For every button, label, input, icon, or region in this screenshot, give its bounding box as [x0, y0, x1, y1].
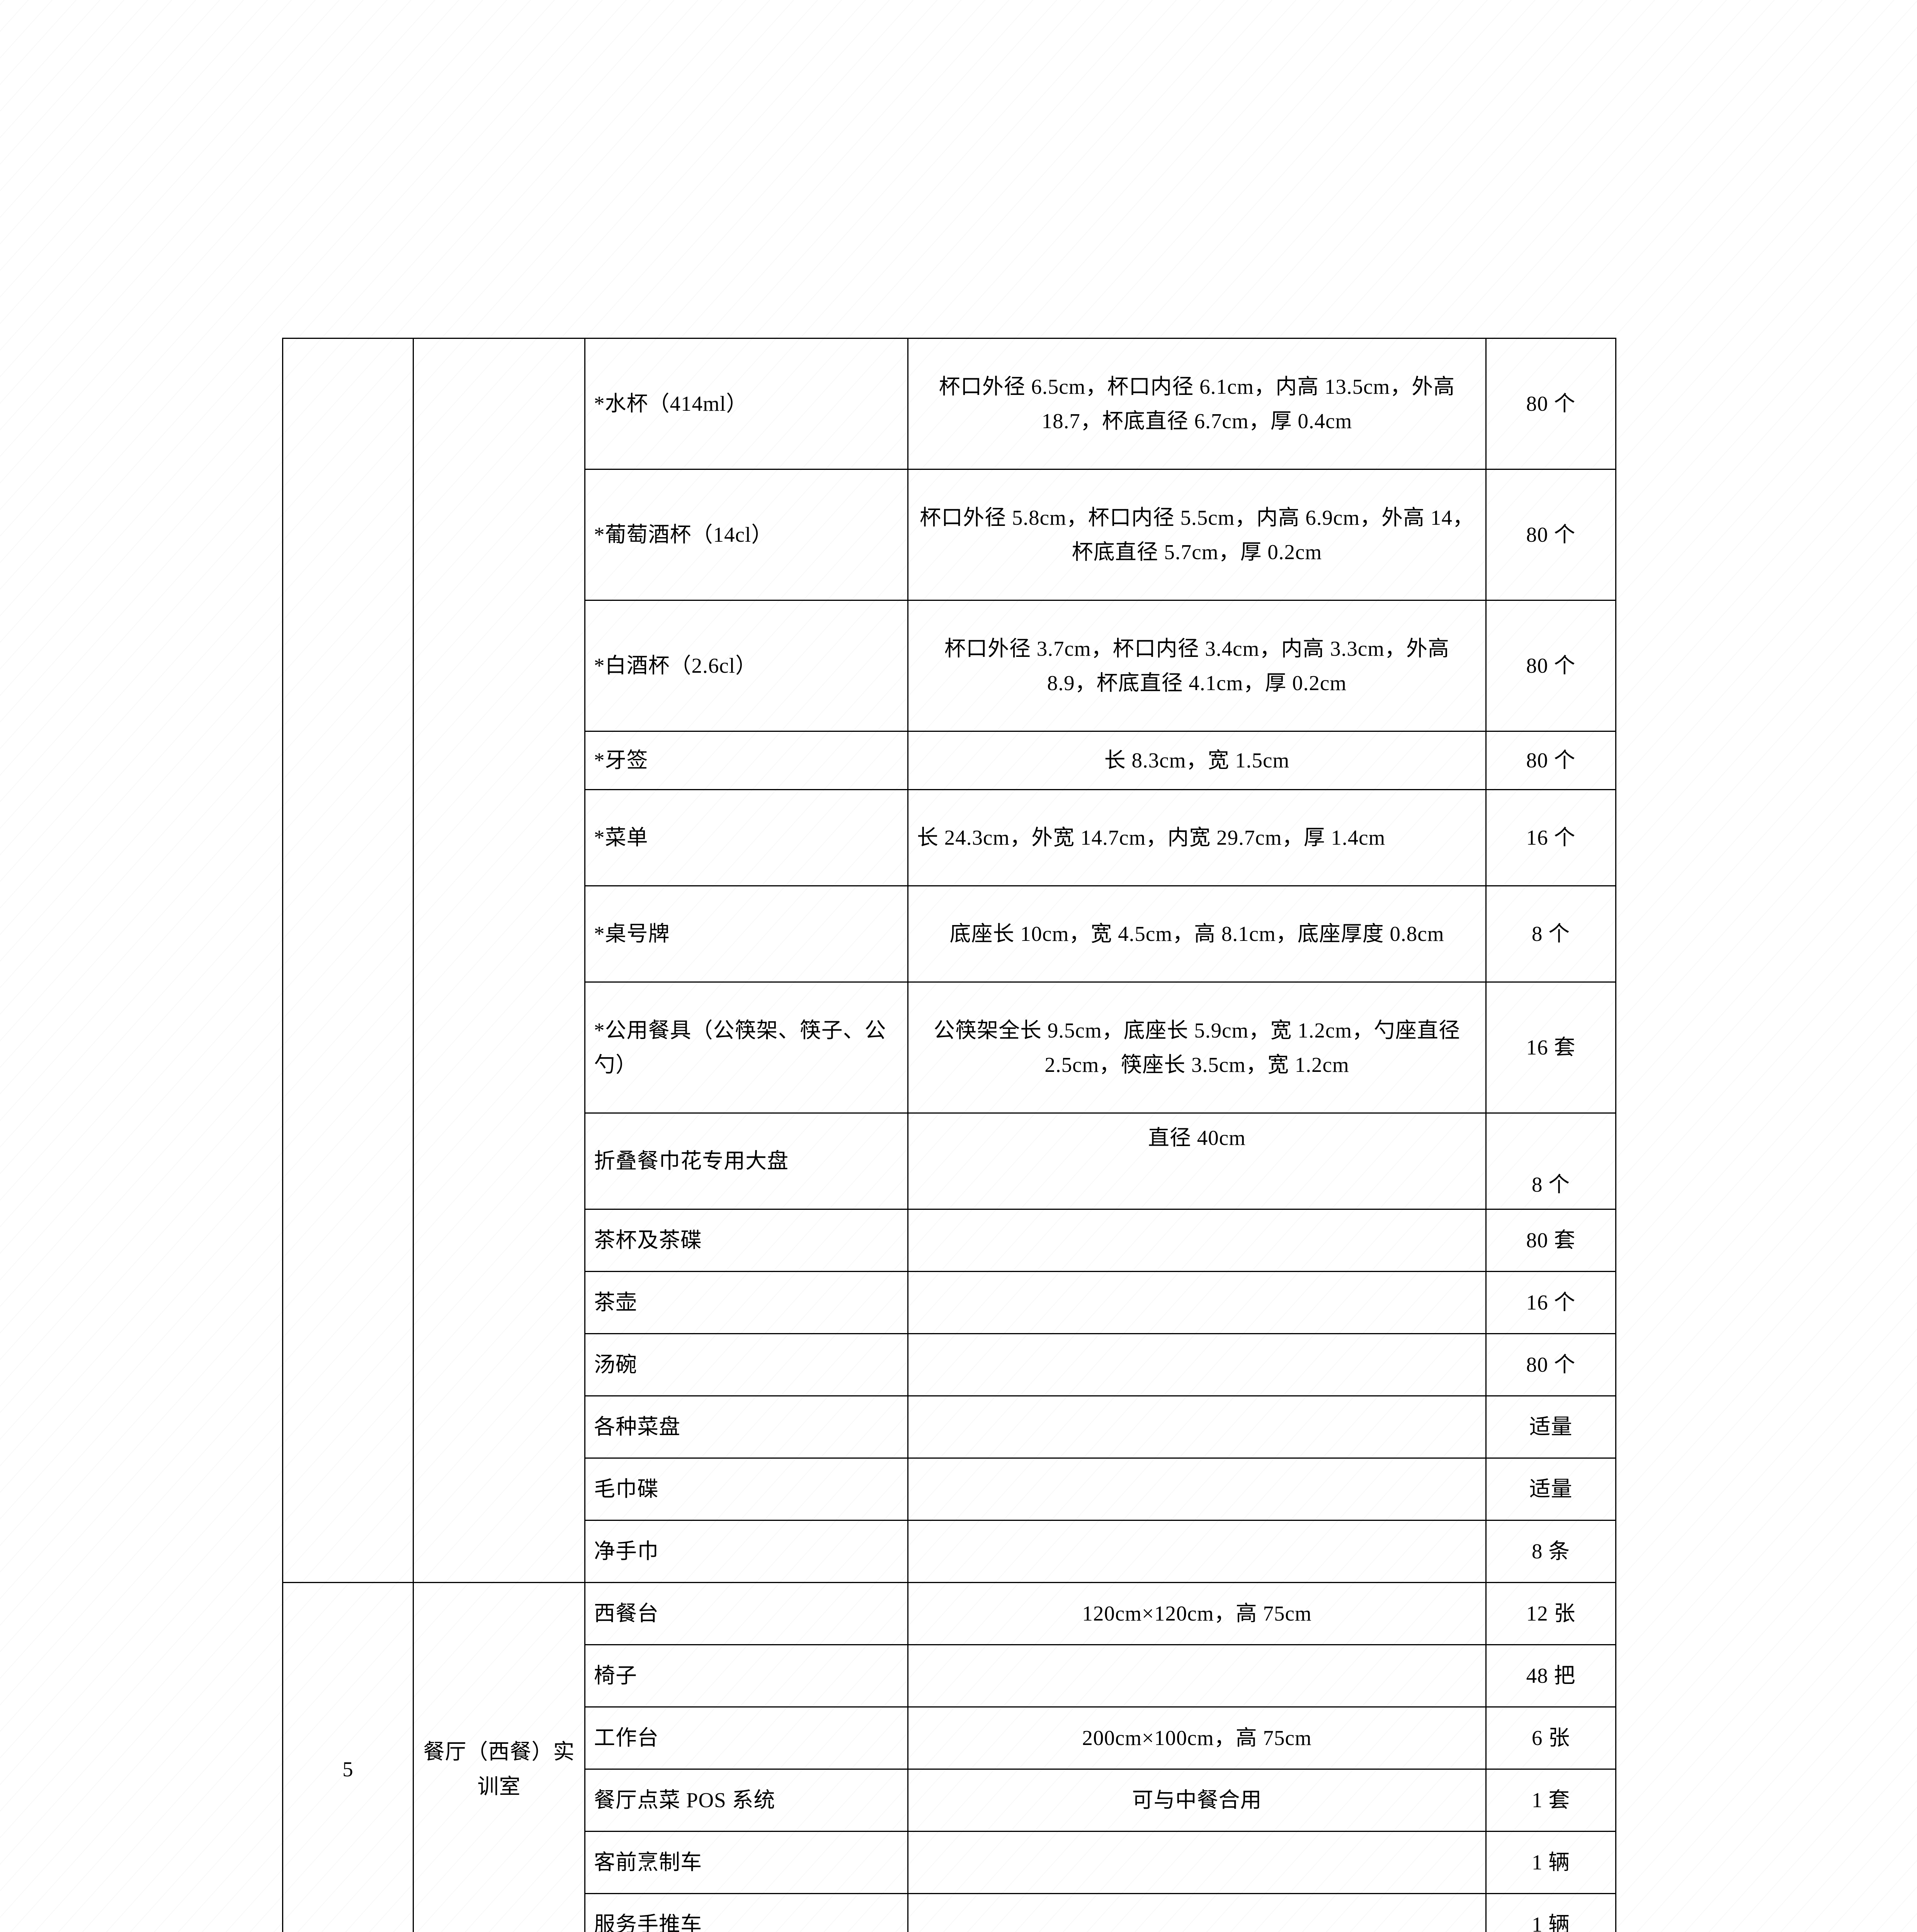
item-name-cell: 工作台 [584, 1706, 908, 1770]
table-row: 各种菜盘 适量 [283, 1395, 1616, 1459]
item-name-cell: 西餐台 [584, 1582, 908, 1645]
item-qty-cell: 8 个 [1485, 1112, 1616, 1210]
item-qty-cell: 6 张 [1485, 1706, 1616, 1770]
item-spec-cell: 120cm×120cm，高 75cm [907, 1582, 1487, 1645]
table-row: *水杯（414ml） 杯口外径 6.5cm，杯口内径 6.1cm，内高 13.5… [282, 338, 1616, 1583]
table-row: 折叠餐巾花专用大盘 直径 40cm 8 个 [283, 1112, 1616, 1210]
item-qty-cell: 适量 [1485, 1395, 1616, 1459]
item-name-cell: *公用餐具（公筷架、筷子、公勺） [584, 981, 908, 1114]
item-name-cell: 客前烹制车 [584, 1831, 908, 1894]
item-qty-cell: 80 套 [1485, 1209, 1616, 1272]
table-row: 汤碗 80 个 [283, 1333, 1616, 1396]
item-spec-cell [907, 1271, 1487, 1334]
equipment-spec-table: *水杯（414ml） 杯口外径 6.5cm，杯口内径 6.1cm，内高 13.5… [282, 338, 1616, 1932]
item-spec-cell [907, 1520, 1487, 1583]
table-row: *葡萄酒杯（14cl） 杯口外径 5.8cm，杯口内径 5.5cm，内高 6.9… [283, 469, 1616, 601]
item-name-cell: *葡萄酒杯（14cl） [584, 469, 908, 601]
equipment-spec-table-wrapper: *水杯（414ml） 杯口外径 6.5cm，杯口内径 6.1cm，内高 13.5… [282, 338, 1616, 1932]
group-room-cell: 餐厅（西餐）实训室 [413, 1582, 585, 1932]
table-row: *白酒杯（2.6cl） 杯口外径 3.7cm，杯口内径 3.4cm，内高 3.3… [283, 600, 1616, 732]
item-qty-cell: 80 个 [1485, 1333, 1616, 1396]
item-name-cell: *桌号牌 [584, 885, 908, 983]
table-row: 服务手推车 1 辆 [283, 1893, 1616, 1932]
item-spec-cell [907, 1395, 1487, 1459]
item-name-cell: *水杯（414ml） [584, 338, 908, 470]
item-qty-cell: 1 套 [1485, 1769, 1616, 1832]
item-qty-cell: 16 个 [1485, 1271, 1616, 1334]
table-row: 茶壶 16 个 [283, 1271, 1616, 1334]
group-number-cell-continued [282, 338, 414, 1583]
item-spec-cell [907, 1644, 1487, 1708]
item-name-cell: 服务手推车 [584, 1893, 908, 1932]
table-row: 茶杯及茶碟 80 套 [283, 1209, 1616, 1272]
table-row: 客前烹制车 1 辆 [283, 1831, 1616, 1894]
item-spec-cell: 公筷架全长 9.5cm，底座长 5.9cm，宽 1.2cm，勺座直径 2.5cm… [907, 981, 1487, 1114]
item-name-cell: *白酒杯（2.6cl） [584, 600, 908, 732]
item-qty-cell: 8 个 [1485, 885, 1616, 983]
item-spec-cell: 直径 40cm [907, 1112, 1487, 1210]
item-name-cell: 各种菜盘 [584, 1395, 908, 1459]
item-spec-cell [907, 1209, 1487, 1272]
item-name-cell: 毛巾碟 [584, 1458, 908, 1521]
item-name-cell: 折叠餐巾花专用大盘 [584, 1112, 908, 1210]
table-row: 净手巾 8 条 [283, 1520, 1616, 1583]
item-spec-cell [907, 1893, 1487, 1932]
item-spec-cell: 长 8.3cm，宽 1.5cm [907, 731, 1487, 790]
table-body: *水杯（414ml） 杯口外径 6.5cm，杯口内径 6.1cm，内高 13.5… [282, 338, 1616, 1932]
item-qty-cell: 12 张 [1485, 1582, 1616, 1645]
table-row: *牙签 长 8.3cm，宽 1.5cm 80 个 [283, 731, 1616, 790]
item-spec-cell [907, 1333, 1487, 1396]
item-name-cell: 净手巾 [584, 1520, 908, 1583]
item-qty-cell: 80 个 [1485, 731, 1616, 790]
item-qty-cell: 16 套 [1485, 981, 1616, 1114]
item-name-cell: 茶壶 [584, 1271, 908, 1334]
item-qty-cell: 48 把 [1485, 1644, 1616, 1708]
item-spec-cell: 杯口外径 5.8cm，杯口内径 5.5cm，内高 6.9cm，外高 14，杯底直… [907, 469, 1487, 601]
item-name-cell: *牙签 [584, 731, 908, 790]
item-name-cell: 茶杯及茶碟 [584, 1209, 908, 1272]
item-spec-cell [907, 1831, 1487, 1894]
item-qty-cell: 8 条 [1485, 1520, 1616, 1583]
item-spec-cell: 杯口外径 3.7cm，杯口内径 3.4cm，内高 3.3cm，外高 8.9，杯底… [907, 600, 1487, 732]
item-qty-cell: 1 辆 [1485, 1893, 1616, 1932]
table-row: 毛巾碟 适量 [283, 1458, 1616, 1521]
item-name-cell: 餐厅点菜 POS 系统 [584, 1769, 908, 1832]
table-row: 餐厅点菜 POS 系统 可与中餐合用 1 套 [283, 1769, 1616, 1832]
group-room-cell-continued [413, 338, 585, 1583]
table-row: 5 餐厅（西餐）实训室 西餐台 120cm×120cm，高 75cm 12 张 [282, 1582, 1616, 1932]
item-spec-cell: 可与中餐合用 [907, 1769, 1487, 1832]
item-spec-cell: 长 24.3cm，外宽 14.7cm，内宽 29.7cm，厚 1.4cm [907, 789, 1487, 886]
item-name-cell: 椅子 [584, 1644, 908, 1708]
item-spec-cell: 200cm×100cm，高 75cm [907, 1706, 1487, 1770]
item-qty-cell: 16 个 [1485, 789, 1616, 886]
table-row: *公用餐具（公筷架、筷子、公勺） 公筷架全长 9.5cm，底座长 5.9cm，宽… [283, 981, 1616, 1114]
item-qty-cell: 适量 [1485, 1458, 1616, 1521]
table-row: 椅子 48 把 [283, 1644, 1616, 1708]
item-qty-cell: 80 个 [1485, 600, 1616, 732]
table-row: *桌号牌 底座长 10cm，宽 4.5cm，高 8.1cm，底座厚度 0.8cm… [283, 885, 1616, 983]
item-name-cell: 汤碗 [584, 1333, 908, 1396]
item-qty-cell: 80 个 [1485, 469, 1616, 601]
item-qty-cell: 1 辆 [1485, 1831, 1616, 1894]
item-name-cell: *菜单 [584, 789, 908, 886]
item-spec-cell [907, 1458, 1487, 1521]
item-qty-cell: 80 个 [1485, 338, 1616, 470]
table-row: *菜单 长 24.3cm，外宽 14.7cm，内宽 29.7cm，厚 1.4cm… [283, 789, 1616, 886]
item-spec-cell: 底座长 10cm，宽 4.5cm，高 8.1cm，底座厚度 0.8cm [907, 885, 1487, 983]
group-number-cell: 5 [282, 1582, 414, 1932]
table-row: 工作台 200cm×100cm，高 75cm 6 张 [283, 1706, 1616, 1770]
item-spec-cell: 杯口外径 6.5cm，杯口内径 6.1cm，内高 13.5cm，外高 18.7，… [907, 338, 1487, 470]
